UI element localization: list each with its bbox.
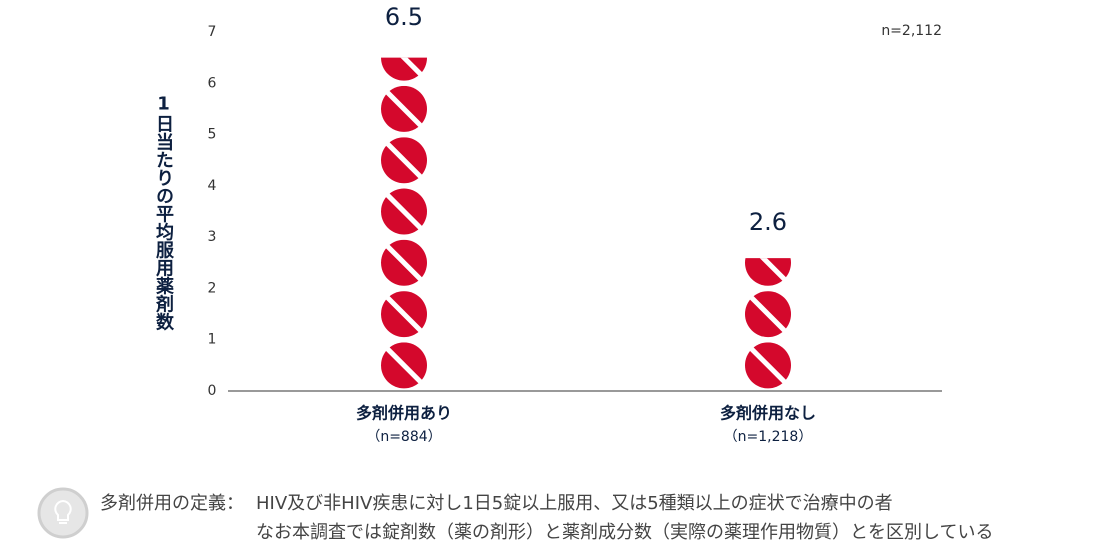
y-tick-label: 0 [208, 383, 217, 399]
x-tick-label: 多剤併用なし [720, 404, 816, 423]
y-tick-label: 3 [208, 229, 217, 245]
y-tick-label: 2 [208, 280, 217, 296]
pill [381, 85, 427, 132]
y-tick-label: 4 [208, 178, 217, 194]
pill [745, 291, 791, 338]
y-tick-label: 1 [208, 332, 217, 348]
pill [381, 137, 427, 184]
x-tick-note: （n=884） [366, 429, 441, 445]
pill-stack [381, 57, 427, 389]
x-tick-note: （n=1,218） [724, 429, 813, 445]
value-label: 6.5 [385, 3, 423, 31]
y-tick-label: 7 [208, 24, 217, 40]
value-label: 2.6 [749, 208, 787, 236]
y-tick-label: 5 [208, 127, 217, 143]
note-line: HIV及び非HIV疾患に対し1日5錠以上服用、又は5種類以上の症状で治療中の者 [256, 493, 893, 514]
pill [745, 258, 791, 286]
lightbulb-icon [37, 487, 89, 539]
pill [381, 291, 427, 338]
pill [381, 57, 427, 81]
pill-stack [745, 258, 791, 389]
note-line: なお本調査では錠剤数（薬の剤形）と薬剤成分数（実際の薬理作用物質）とを区別してい… [256, 522, 993, 543]
pill [745, 342, 791, 389]
pill [381, 239, 427, 286]
y-tick-label: 6 [208, 75, 217, 91]
x-tick-label: 多剤併用あり [356, 404, 452, 423]
y-axis-label: 1日当たりの平均服用薬剤数 [153, 94, 175, 332]
note-label: 多剤併用の定義： [100, 493, 244, 514]
lightbulb-glyph [54, 499, 72, 524]
pill [381, 188, 427, 235]
annotation: n=2,112 [881, 23, 942, 39]
pill [381, 342, 427, 389]
